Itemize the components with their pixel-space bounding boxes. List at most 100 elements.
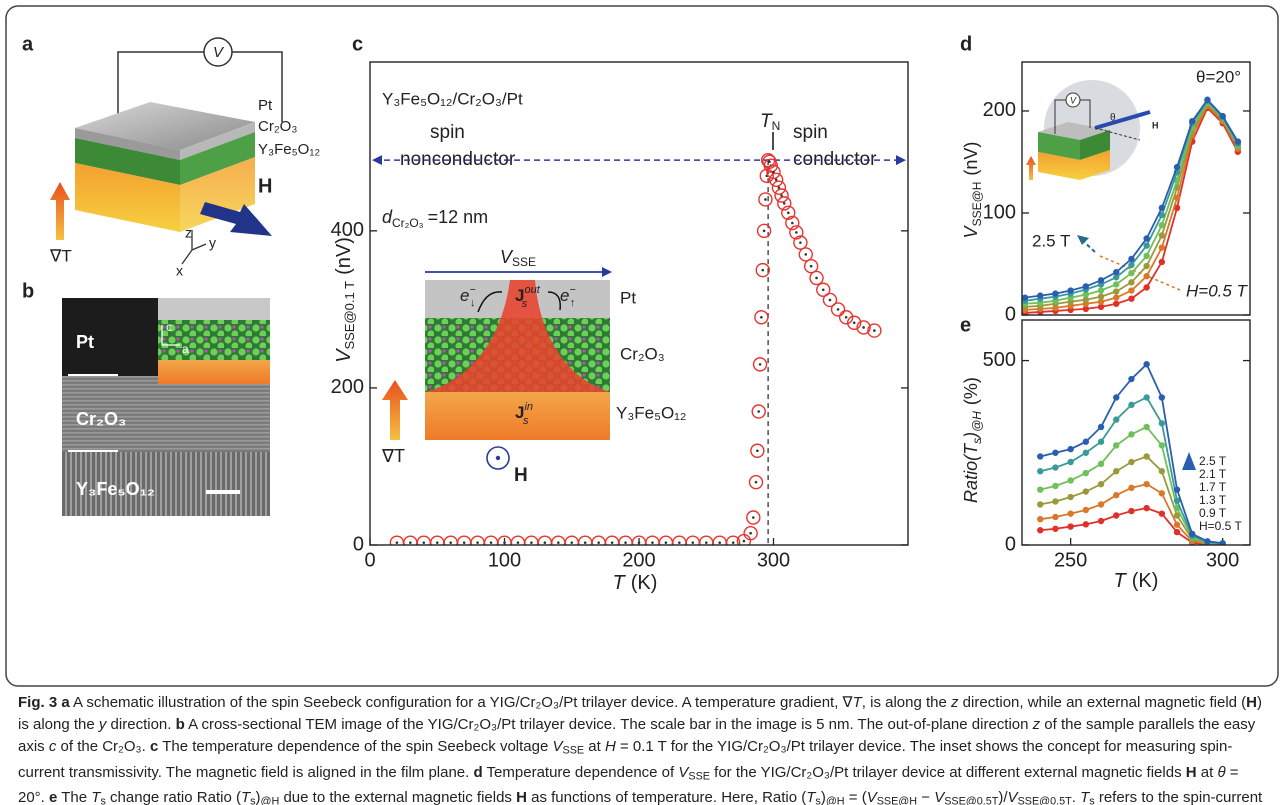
data-point bbox=[485, 536, 498, 549]
marker-dot bbox=[810, 265, 813, 268]
data-point bbox=[673, 536, 686, 549]
caption-run: d bbox=[473, 764, 482, 781]
field-annotation: H=0.5 T bbox=[1186, 281, 1249, 300]
panel-label: b bbox=[22, 280, 34, 302]
caption-run: H bbox=[605, 738, 616, 755]
data-point bbox=[1083, 507, 1089, 513]
data-point bbox=[1174, 522, 1180, 528]
data-point bbox=[1113, 301, 1119, 307]
marker-dot bbox=[584, 541, 587, 544]
data-point bbox=[444, 536, 457, 549]
marker-dot bbox=[815, 277, 818, 280]
data-point bbox=[1128, 485, 1134, 491]
layer-label: Pt bbox=[620, 288, 636, 307]
gradient-arrow bbox=[382, 380, 408, 440]
label-unit: (%) bbox=[961, 377, 981, 405]
data-point bbox=[1083, 488, 1089, 494]
data-point bbox=[1143, 505, 1149, 511]
marker-dot bbox=[530, 541, 533, 544]
data-point bbox=[471, 536, 484, 549]
data-point bbox=[565, 536, 578, 549]
marker-dot bbox=[557, 541, 560, 544]
tn-label: TN bbox=[760, 111, 780, 133]
data-point bbox=[1143, 424, 1149, 430]
marker-dot bbox=[436, 541, 439, 544]
data-point bbox=[747, 511, 760, 524]
layer-label: Y₃Fe₅O₁₂ bbox=[76, 479, 155, 499]
marker-dot bbox=[799, 241, 802, 244]
marker-dot bbox=[759, 363, 762, 366]
marker-dot bbox=[409, 541, 412, 544]
y-tick-label: 0 bbox=[353, 533, 364, 555]
arrow-head bbox=[1182, 452, 1196, 470]
caption-run: = ( bbox=[845, 789, 867, 805]
data-point bbox=[772, 181, 785, 194]
data-point bbox=[1159, 222, 1165, 228]
axis-label: x bbox=[176, 263, 183, 279]
data-point bbox=[744, 527, 757, 540]
data-point bbox=[1098, 287, 1104, 293]
data-point bbox=[832, 303, 845, 316]
wire bbox=[232, 52, 282, 122]
data-point bbox=[511, 536, 524, 549]
marker-dot bbox=[873, 329, 876, 332]
data-point bbox=[1052, 290, 1058, 296]
caption-run: Temperature dependence of bbox=[483, 764, 679, 781]
layer-label: Cr₂O₃ bbox=[76, 409, 126, 429]
data-point bbox=[1067, 523, 1073, 529]
data-point bbox=[1128, 287, 1134, 293]
data-point bbox=[1128, 270, 1134, 276]
data-point bbox=[1037, 527, 1043, 533]
data-point bbox=[1189, 118, 1195, 124]
marker-dot bbox=[755, 481, 758, 484]
x-tick-label: 250 bbox=[1054, 549, 1087, 571]
data-point bbox=[1113, 468, 1119, 474]
data-point bbox=[758, 224, 771, 237]
y-tick-label: 200 bbox=[331, 376, 364, 398]
marker-dot bbox=[423, 541, 426, 544]
figure: a V Pt Cr₂O₃ Y₃Fe₅O₁₂ H ∇T z y x b bbox=[0, 0, 1284, 690]
y-tick-label: 100 bbox=[983, 201, 1016, 223]
data-point bbox=[1159, 232, 1165, 238]
y-axis-label: VSSE@H(nV) bbox=[961, 142, 984, 239]
e-sup: − bbox=[569, 284, 575, 296]
legend-label: 0.9 T bbox=[1199, 506, 1227, 520]
voltage-label: VSSE bbox=[500, 247, 536, 269]
data-point bbox=[1098, 501, 1104, 507]
marker-dot bbox=[476, 541, 479, 544]
marker-dot bbox=[763, 230, 766, 233]
marker-dot bbox=[764, 198, 767, 201]
plot-area bbox=[1037, 361, 1226, 548]
data-point bbox=[1113, 442, 1119, 448]
inset-axis-label: c bbox=[166, 320, 172, 334]
data-point bbox=[1098, 293, 1104, 299]
caption-run: H bbox=[1186, 764, 1197, 781]
data-point bbox=[1174, 529, 1180, 535]
data-point bbox=[1067, 510, 1073, 516]
y-axis-label: VSSE@0.1 T(nV) bbox=[333, 237, 357, 363]
marker-dot bbox=[822, 288, 825, 291]
marker-dot bbox=[692, 541, 695, 544]
data-point bbox=[1037, 292, 1043, 298]
marker-dot bbox=[665, 541, 668, 544]
caption-run: SSE@0.5T bbox=[944, 796, 998, 805]
data-point bbox=[1159, 420, 1165, 426]
data-point bbox=[538, 536, 551, 549]
panel-c-annotations: c Y₃Fe₅O₁₂/Cr₂O₃/Pt spin nonconductor sp… bbox=[352, 33, 877, 486]
data-point bbox=[606, 536, 619, 549]
caption-run: T bbox=[853, 694, 862, 711]
caption-run: b bbox=[176, 716, 185, 733]
data-point bbox=[1113, 394, 1119, 400]
panel-label: a bbox=[22, 33, 34, 55]
tn-sub: N bbox=[772, 119, 781, 133]
marker-dot bbox=[756, 449, 759, 452]
caption-run: The bbox=[57, 789, 91, 805]
arrow-head bbox=[372, 155, 382, 165]
data-point bbox=[1067, 477, 1073, 483]
x-axis-label: T(K) bbox=[1114, 570, 1159, 592]
e-sub: ↓ bbox=[470, 297, 476, 309]
marker-dot bbox=[544, 541, 547, 544]
inset-field-label: H bbox=[1152, 120, 1159, 130]
data-point bbox=[1098, 424, 1104, 430]
marker-dot bbox=[845, 316, 848, 319]
